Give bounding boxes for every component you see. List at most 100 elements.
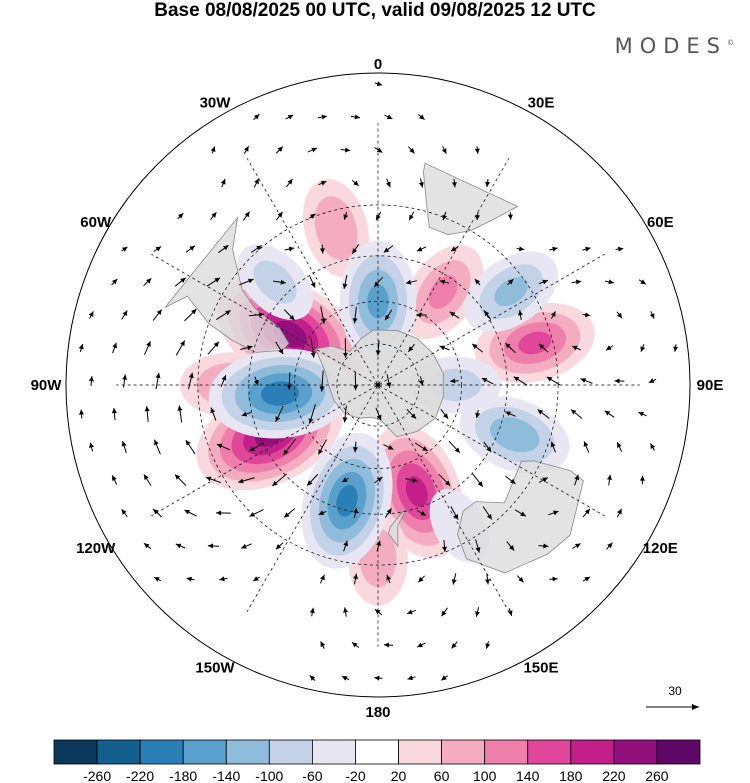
wind-vector-head xyxy=(310,213,316,219)
wind-vector-head xyxy=(184,510,190,515)
wind-vector-head xyxy=(439,345,446,351)
wind-vector-head xyxy=(205,476,212,482)
wind-vector-head xyxy=(175,543,182,549)
wind-vector-head xyxy=(211,212,217,218)
colorbar-tick-label: 260 xyxy=(645,768,669,783)
wind-vector-head xyxy=(409,214,414,221)
anomaly-contour xyxy=(490,417,540,453)
wind-vector-head xyxy=(272,480,278,486)
wind-vector-head xyxy=(386,181,391,188)
wind-vector-head xyxy=(188,372,194,379)
wind-vector-head xyxy=(584,576,590,582)
wind-vector-head xyxy=(207,543,213,549)
wind-vector-head xyxy=(310,352,316,358)
wind-vector-head xyxy=(543,543,549,549)
meridian-line xyxy=(151,253,377,385)
wind-vector-head xyxy=(640,279,646,285)
colorbar-tick-label: 100 xyxy=(473,768,497,783)
wind-vector-head xyxy=(288,246,295,252)
wind-vector-head xyxy=(580,378,587,383)
wind-vector-head xyxy=(275,416,281,422)
wind-vector-head xyxy=(112,342,117,349)
wind-vector-head xyxy=(475,214,480,221)
wind-vector-head xyxy=(177,405,183,411)
wind-vector-head xyxy=(320,181,327,186)
wind-vector-head xyxy=(374,675,380,681)
wind-vector-head xyxy=(352,318,358,324)
wind-vector-head xyxy=(284,512,290,518)
longitude-label: 30W xyxy=(200,95,232,112)
wind-vector-head xyxy=(485,643,491,649)
wind-vector-head xyxy=(486,514,492,520)
latitude-circle xyxy=(336,343,420,427)
wind-vector-head xyxy=(550,311,556,317)
wind-vector-head xyxy=(443,413,449,419)
wind-vector-head xyxy=(253,576,259,582)
wind-vector-head xyxy=(442,546,447,552)
wind-vector-head xyxy=(225,310,231,316)
wind-vector-head xyxy=(310,282,316,288)
longitude-label: 90E xyxy=(697,377,724,394)
colorbar-swatch xyxy=(656,739,701,765)
wind-vector-head xyxy=(354,114,360,120)
colorbar-tick-label: 180 xyxy=(559,768,583,783)
longitude-label: 60E xyxy=(647,214,674,231)
wind-vector-head xyxy=(519,246,525,252)
wind-vector-head xyxy=(451,246,457,252)
wind-vector-head xyxy=(155,372,161,379)
wind-vector-head xyxy=(241,411,248,417)
wind-vector-head xyxy=(538,343,545,350)
wind-vector-head xyxy=(238,478,244,484)
wind-vector-head xyxy=(406,279,412,285)
wind-vector-head xyxy=(386,382,392,388)
wind-vector-head xyxy=(144,406,150,412)
wind-vector-head xyxy=(254,379,259,386)
wind-vector-head xyxy=(444,480,451,486)
wind-vector-head xyxy=(175,474,181,480)
map-border xyxy=(65,72,691,698)
wind-vector-head xyxy=(254,114,260,120)
wind-vector-head xyxy=(450,378,456,384)
south-america-landmass xyxy=(164,216,290,353)
reference-arrowhead-icon xyxy=(692,704,699,710)
wind-vector-head xyxy=(439,279,446,285)
wind-vector-head xyxy=(248,278,254,284)
latitude-circle xyxy=(294,301,462,469)
wind-vector-head xyxy=(223,245,229,251)
wind-vector-head xyxy=(153,509,159,515)
wind-vector-head xyxy=(376,477,383,483)
wind-vector-head xyxy=(280,279,286,285)
colorbar-tick-label: 140 xyxy=(516,768,540,783)
wind-vector-head xyxy=(374,281,380,287)
wind-vector-head xyxy=(178,213,184,219)
wind-vector-head xyxy=(638,412,644,417)
colorbar-swatch xyxy=(268,739,313,765)
wind-vector-head xyxy=(88,311,94,317)
wind-vector-head xyxy=(386,114,393,119)
wind-vector-head xyxy=(353,180,359,186)
longitude-label: 180 xyxy=(365,704,390,721)
colorbar: -260 -220 -180 -140 -100 -60 -20 20 60 100 140 180 2… xyxy=(53,739,701,783)
wind-vector-head xyxy=(410,413,417,419)
colorbar-swatch xyxy=(139,739,184,765)
wind-vector-head xyxy=(308,418,314,424)
wind-vector-head xyxy=(342,417,348,423)
africa-landmass xyxy=(422,162,519,236)
wind-vector-head xyxy=(309,675,316,681)
wind-vector-head xyxy=(584,508,590,515)
colorbar-tick-label: 60 xyxy=(434,768,450,783)
wind-vector-head xyxy=(376,214,381,221)
colorbar-swatch xyxy=(53,739,98,765)
wind-vector-head xyxy=(614,378,620,384)
wind-vector-head xyxy=(617,312,623,319)
wind-vector-head xyxy=(385,314,390,321)
longitude-label: 30E xyxy=(528,95,555,112)
wind-vector-head xyxy=(320,574,325,581)
longitude-label: 0 xyxy=(374,56,382,73)
wind-vector-head xyxy=(574,474,579,481)
wind-vector-head xyxy=(518,577,524,583)
wind-vector-head xyxy=(216,443,223,449)
reference-vector-label: 30 xyxy=(668,684,682,698)
wind-vector-head xyxy=(146,341,151,347)
